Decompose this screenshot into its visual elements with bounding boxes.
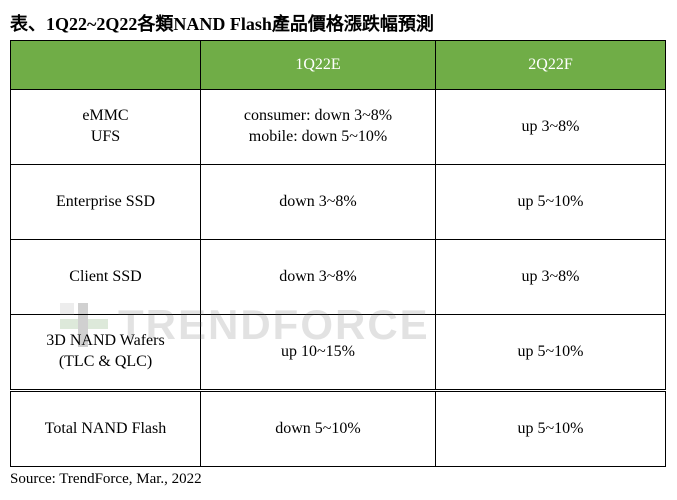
row-label: 3D NAND Wafers (TLC & QLC) (11, 315, 201, 391)
label-line: eMMC (11, 106, 200, 127)
table-container: TRENDFORCE 1Q22E 2Q22F eMMC UFS (10, 40, 667, 467)
row-label: Enterprise SSD (11, 165, 201, 240)
cell-2q22f: up 5~10% (436, 391, 666, 467)
cell-2q22f: up 3~8% (436, 240, 666, 315)
cell-1q22e: down 3~8% (201, 240, 436, 315)
header-blank (11, 41, 201, 90)
header-1q22e: 1Q22E (201, 41, 436, 90)
table-title: 表、1Q22~2Q22各類NAND Flash產品價格漲跌幅預測 (10, 10, 667, 36)
price-forecast-table: 1Q22E 2Q22F eMMC UFS consumer: down 3~8%… (10, 40, 666, 467)
label-line: 3D NAND Wafers (11, 331, 200, 352)
cell-1q22e: down 5~10% (201, 391, 436, 467)
table-row: 3D NAND Wafers (TLC & QLC) up 10~15% up … (11, 315, 666, 391)
row-label: Client SSD (11, 240, 201, 315)
cell-2q22f: up 5~10% (436, 165, 666, 240)
table-row: Client SSD down 3~8% up 3~8% (11, 240, 666, 315)
cell-2q22f: up 3~8% (436, 90, 666, 165)
cell-line: mobile: down 5~10% (201, 127, 435, 148)
table-row-total: Total NAND Flash down 5~10% up 5~10% (11, 391, 666, 467)
cell-2q22f: up 5~10% (436, 315, 666, 391)
source-line: Source: TrendForce, Mar., 2022 (10, 471, 667, 488)
row-label: eMMC UFS (11, 90, 201, 165)
cell-line: consumer: down 3~8% (201, 106, 435, 127)
row-label: Total NAND Flash (11, 391, 201, 467)
cell-1q22e: consumer: down 3~8% mobile: down 5~10% (201, 90, 436, 165)
table-header-row: 1Q22E 2Q22F (11, 41, 666, 90)
label-line: UFS (11, 127, 200, 148)
label-line: (TLC & QLC) (11, 352, 200, 373)
table-row: eMMC UFS consumer: down 3~8% mobile: dow… (11, 90, 666, 165)
cell-1q22e: up 10~15% (201, 315, 436, 391)
header-2q22f: 2Q22F (436, 41, 666, 90)
table-row: Enterprise SSD down 3~8% up 5~10% (11, 165, 666, 240)
cell-1q22e: down 3~8% (201, 165, 436, 240)
